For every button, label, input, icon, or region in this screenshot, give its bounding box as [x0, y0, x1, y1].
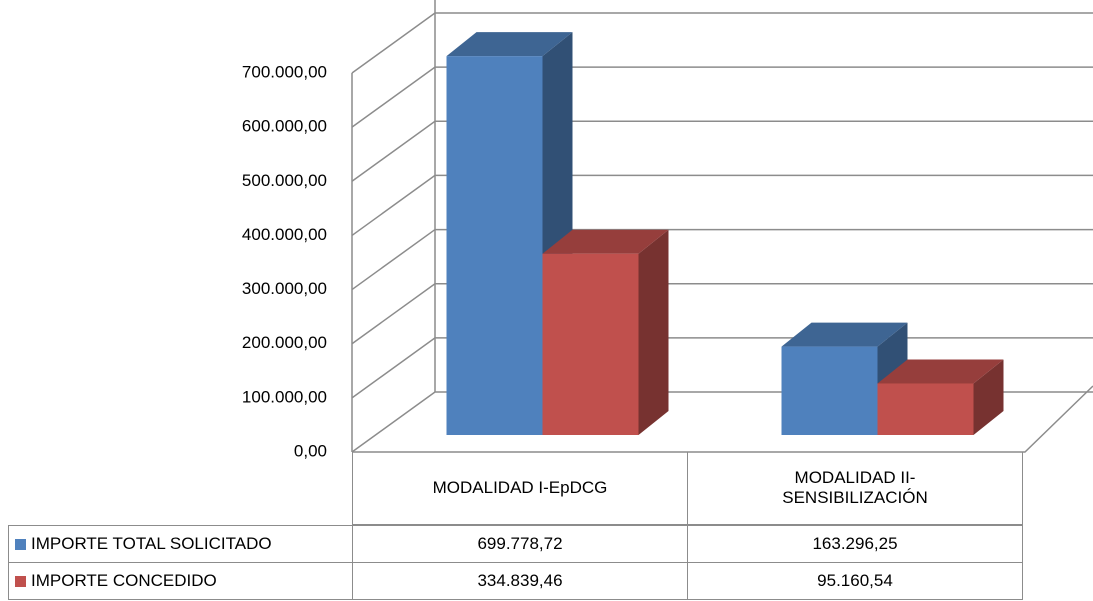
legend-entry: IMPORTE CONCEDIDO [8, 562, 353, 600]
legend-swatch [15, 538, 26, 550]
table-value: 334.839,46 [352, 562, 688, 600]
category-label: MODALIDAD II-SENSIBILIZACIÓN [687, 452, 1023, 525]
y-tick-label: 0,00 [294, 441, 327, 460]
bar-side [973, 359, 1004, 435]
y-tick-label: 300.000,00 [242, 279, 327, 298]
legend-label: IMPORTE CONCEDIDO [31, 571, 217, 590]
bar [781, 346, 878, 435]
y-tick-label: 700.000,00 [242, 62, 327, 81]
category-label: MODALIDAD I-EpDCG [352, 452, 688, 525]
bar-top [446, 32, 573, 57]
legend-entry: IMPORTE TOTAL SOLICITADO [8, 525, 353, 563]
bar [877, 383, 974, 435]
bar-top [542, 229, 669, 254]
bar [542, 253, 639, 435]
table-value: 163.296,25 [687, 525, 1023, 563]
y-tick-label: 200.000,00 [242, 333, 327, 352]
y-tick-label: 100.000,00 [242, 387, 327, 406]
table-value: 95.160,54 [687, 562, 1023, 600]
bar [446, 56, 543, 435]
y-tick-label: 600.000,00 [242, 117, 327, 136]
table-value: 699.778,72 [352, 525, 688, 563]
bar-top [781, 322, 908, 347]
bar-side [638, 229, 669, 435]
y-tick-label: 500.000,00 [242, 171, 327, 190]
y-tick-label: 400.000,00 [242, 225, 327, 244]
legend-swatch [15, 575, 26, 587]
legend-label: IMPORTE TOTAL SOLICITADO [31, 534, 272, 553]
floor [352, 385, 1093, 453]
bar-top [877, 359, 1004, 384]
